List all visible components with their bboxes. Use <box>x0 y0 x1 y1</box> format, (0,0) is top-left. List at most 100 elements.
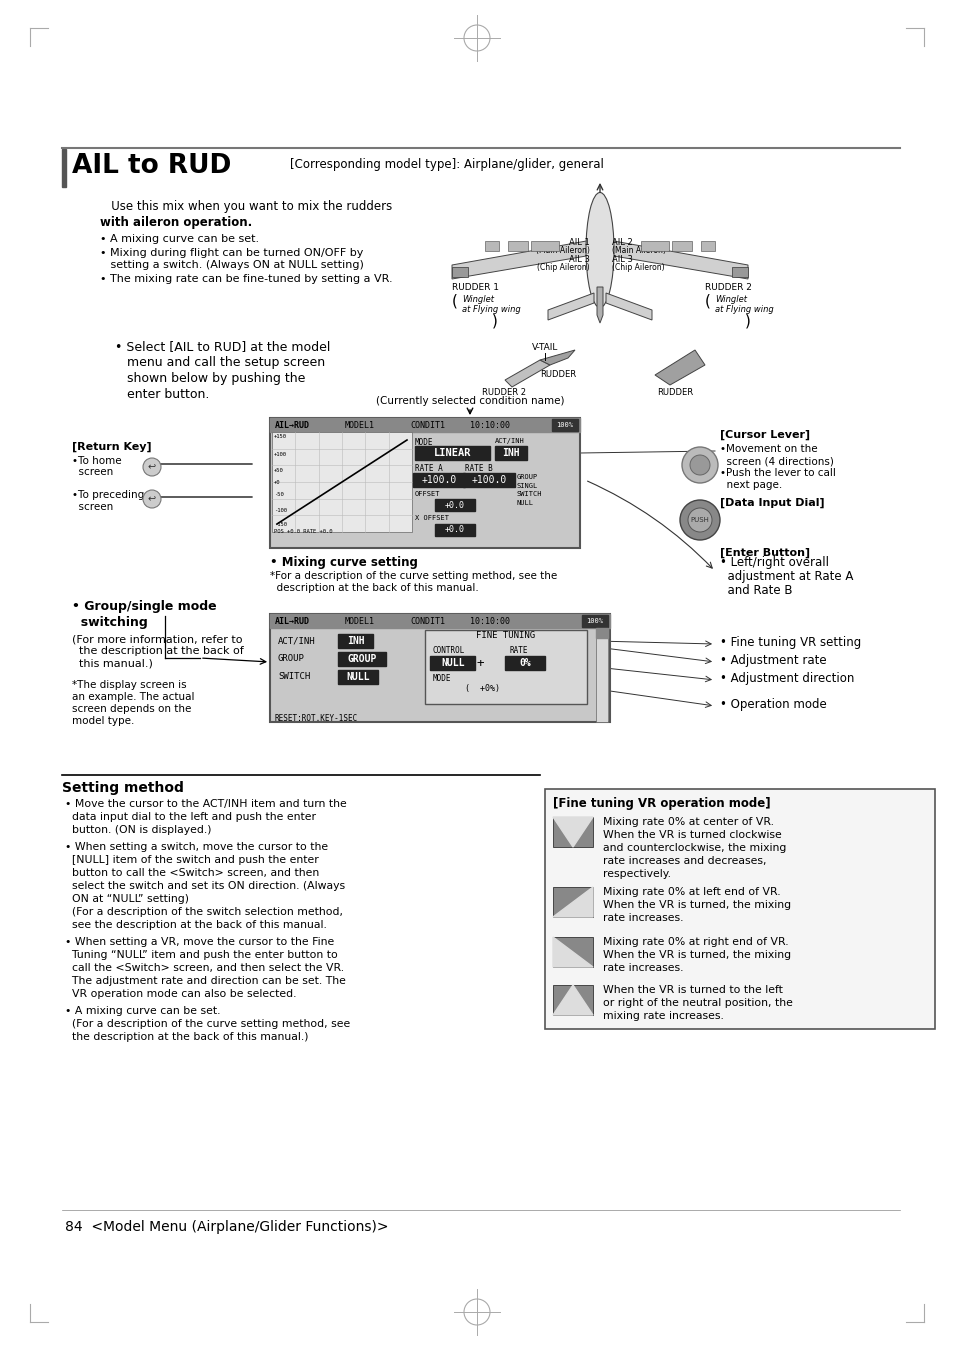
Bar <box>596 628 607 722</box>
Text: screen (4 directions): screen (4 directions) <box>720 456 833 466</box>
Text: • When setting a VR, move the cursor to the Fine: • When setting a VR, move the cursor to … <box>65 937 334 946</box>
Polygon shape <box>547 293 594 320</box>
Circle shape <box>679 500 720 540</box>
Text: • The mixing rate can be fine-tuned by setting a VR.: • The mixing rate can be fine-tuned by s… <box>100 274 393 284</box>
Text: ACT/INH: ACT/INH <box>277 636 315 645</box>
Text: SWITCH: SWITCH <box>277 672 310 680</box>
Text: RUDDER 2: RUDDER 2 <box>481 387 525 397</box>
Text: INH: INH <box>347 636 364 647</box>
Text: [Data Input Dial]: [Data Input Dial] <box>720 498 823 508</box>
Text: RUDDER 1: RUDDER 1 <box>452 284 498 292</box>
Text: and counterclockwise, the mixing: and counterclockwise, the mixing <box>602 842 785 853</box>
Text: MODE: MODE <box>415 437 433 447</box>
Text: MODE: MODE <box>433 674 451 683</box>
Polygon shape <box>553 986 593 1015</box>
Text: •To home: •To home <box>71 456 121 466</box>
Text: OFFSET: OFFSET <box>415 491 440 497</box>
Text: respectively.: respectively. <box>602 869 670 879</box>
Text: When the VR is turned to the left: When the VR is turned to the left <box>602 986 782 995</box>
Text: data input dial to the left and push the enter: data input dial to the left and push the… <box>65 811 315 822</box>
Text: When the VR is turned, the mixing: When the VR is turned, the mixing <box>602 950 790 960</box>
Text: AIL 3: AIL 3 <box>569 255 589 265</box>
Text: rate increases.: rate increases. <box>602 963 682 973</box>
Text: MODEL1: MODEL1 <box>345 420 375 429</box>
Text: +0.0: +0.0 <box>444 525 464 535</box>
Text: (: ( <box>452 294 457 309</box>
Text: GROUP: GROUP <box>517 474 537 481</box>
Polygon shape <box>607 240 747 279</box>
Text: AIL→RUD: AIL→RUD <box>274 617 310 625</box>
Text: Tuning “NULL” item and push the enter button to: Tuning “NULL” item and push the enter bu… <box>65 950 337 960</box>
Bar <box>270 614 609 628</box>
Polygon shape <box>452 240 592 279</box>
Text: RATE B: RATE B <box>464 464 493 472</box>
Text: model type.: model type. <box>71 716 134 726</box>
Text: (For a description of the curve setting method, see: (For a description of the curve setting … <box>65 1019 350 1029</box>
Circle shape <box>681 447 718 483</box>
Text: and Rate B: and Rate B <box>720 585 792 597</box>
Polygon shape <box>655 350 704 385</box>
Bar <box>424 630 586 703</box>
Text: ): ) <box>492 315 497 329</box>
Text: (Main Aileron): (Main Aileron) <box>536 246 589 255</box>
Circle shape <box>143 458 161 477</box>
Text: button. (ON is displayed.): button. (ON is displayed.) <box>65 825 212 836</box>
Bar <box>270 418 579 548</box>
Polygon shape <box>597 288 602 323</box>
Polygon shape <box>553 817 593 846</box>
Bar <box>671 242 691 251</box>
Text: • Select [AIL to RUD] at the model: • Select [AIL to RUD] at the model <box>115 340 330 352</box>
Text: rate increases.: rate increases. <box>602 913 682 923</box>
Text: Mixing rate 0% at left end of VR.: Mixing rate 0% at left end of VR. <box>602 887 780 896</box>
Text: • Move the cursor to the ACT/INH item and turn the: • Move the cursor to the ACT/INH item an… <box>65 799 346 809</box>
Bar <box>270 614 609 722</box>
Text: button to call the <Switch> screen, and then: button to call the <Switch> screen, and … <box>65 868 319 878</box>
Text: • Adjustment rate: • Adjustment rate <box>720 653 825 667</box>
Text: with aileron operation.: with aileron operation. <box>100 216 252 230</box>
Bar <box>413 472 464 487</box>
Text: RATE: RATE <box>510 647 528 655</box>
Bar <box>596 628 607 639</box>
Text: (Main Aileron): (Main Aileron) <box>612 246 665 255</box>
Text: 84  <Model Menu (Airplane/Glider Functions)>: 84 <Model Menu (Airplane/Glider Function… <box>65 1220 388 1234</box>
Text: ↩: ↩ <box>148 494 156 504</box>
Text: +0.0: +0.0 <box>444 501 464 509</box>
Bar <box>435 500 475 512</box>
Bar <box>462 472 515 487</box>
Text: (  +0%): ( +0%) <box>464 684 499 693</box>
Text: (For more information, refer to: (For more information, refer to <box>71 634 242 644</box>
Text: RESET:ROT.KEY-1SEC: RESET:ROT.KEY-1SEC <box>274 714 358 724</box>
Bar <box>544 788 934 1029</box>
Text: GROUP: GROUP <box>277 653 305 663</box>
Polygon shape <box>605 293 651 320</box>
Text: • Operation mode: • Operation mode <box>720 698 826 711</box>
Bar <box>272 432 412 532</box>
Text: an example. The actual: an example. The actual <box>71 693 194 702</box>
Bar <box>553 887 593 917</box>
Bar <box>484 242 498 251</box>
Bar <box>700 242 714 251</box>
Text: [Enter Button]: [Enter Button] <box>720 548 809 559</box>
Bar <box>415 446 490 460</box>
Text: When the VR is turned, the mixing: When the VR is turned, the mixing <box>602 900 790 910</box>
Text: CONDIT1: CONDIT1 <box>410 420 444 429</box>
Bar <box>270 418 579 432</box>
Bar <box>337 670 377 684</box>
Text: or right of the neutral position, the: or right of the neutral position, the <box>602 998 792 1008</box>
Text: INH: INH <box>501 448 519 458</box>
Text: rate increases and decreases,: rate increases and decreases, <box>602 856 765 865</box>
Text: 0%: 0% <box>518 657 530 668</box>
Text: 10:10:00: 10:10:00 <box>470 420 510 429</box>
Text: mixing rate increases.: mixing rate increases. <box>602 1011 723 1021</box>
Text: NULL: NULL <box>517 500 534 506</box>
Text: RUDDER: RUDDER <box>657 387 692 397</box>
Text: +150: +150 <box>274 435 287 440</box>
Text: • When setting a switch, move the cursor to the: • When setting a switch, move the cursor… <box>65 842 328 852</box>
Text: • Left/right overall: • Left/right overall <box>720 556 828 568</box>
Text: [Return Key]: [Return Key] <box>71 441 152 452</box>
Text: PUSH: PUSH <box>690 517 709 522</box>
Text: V-TAIL: V-TAIL <box>531 343 558 352</box>
Text: VR operation mode can also be selected.: VR operation mode can also be selected. <box>65 990 296 999</box>
Text: Winglet: Winglet <box>461 296 494 304</box>
Text: *For a description of the curve setting method, see the: *For a description of the curve setting … <box>270 571 557 580</box>
